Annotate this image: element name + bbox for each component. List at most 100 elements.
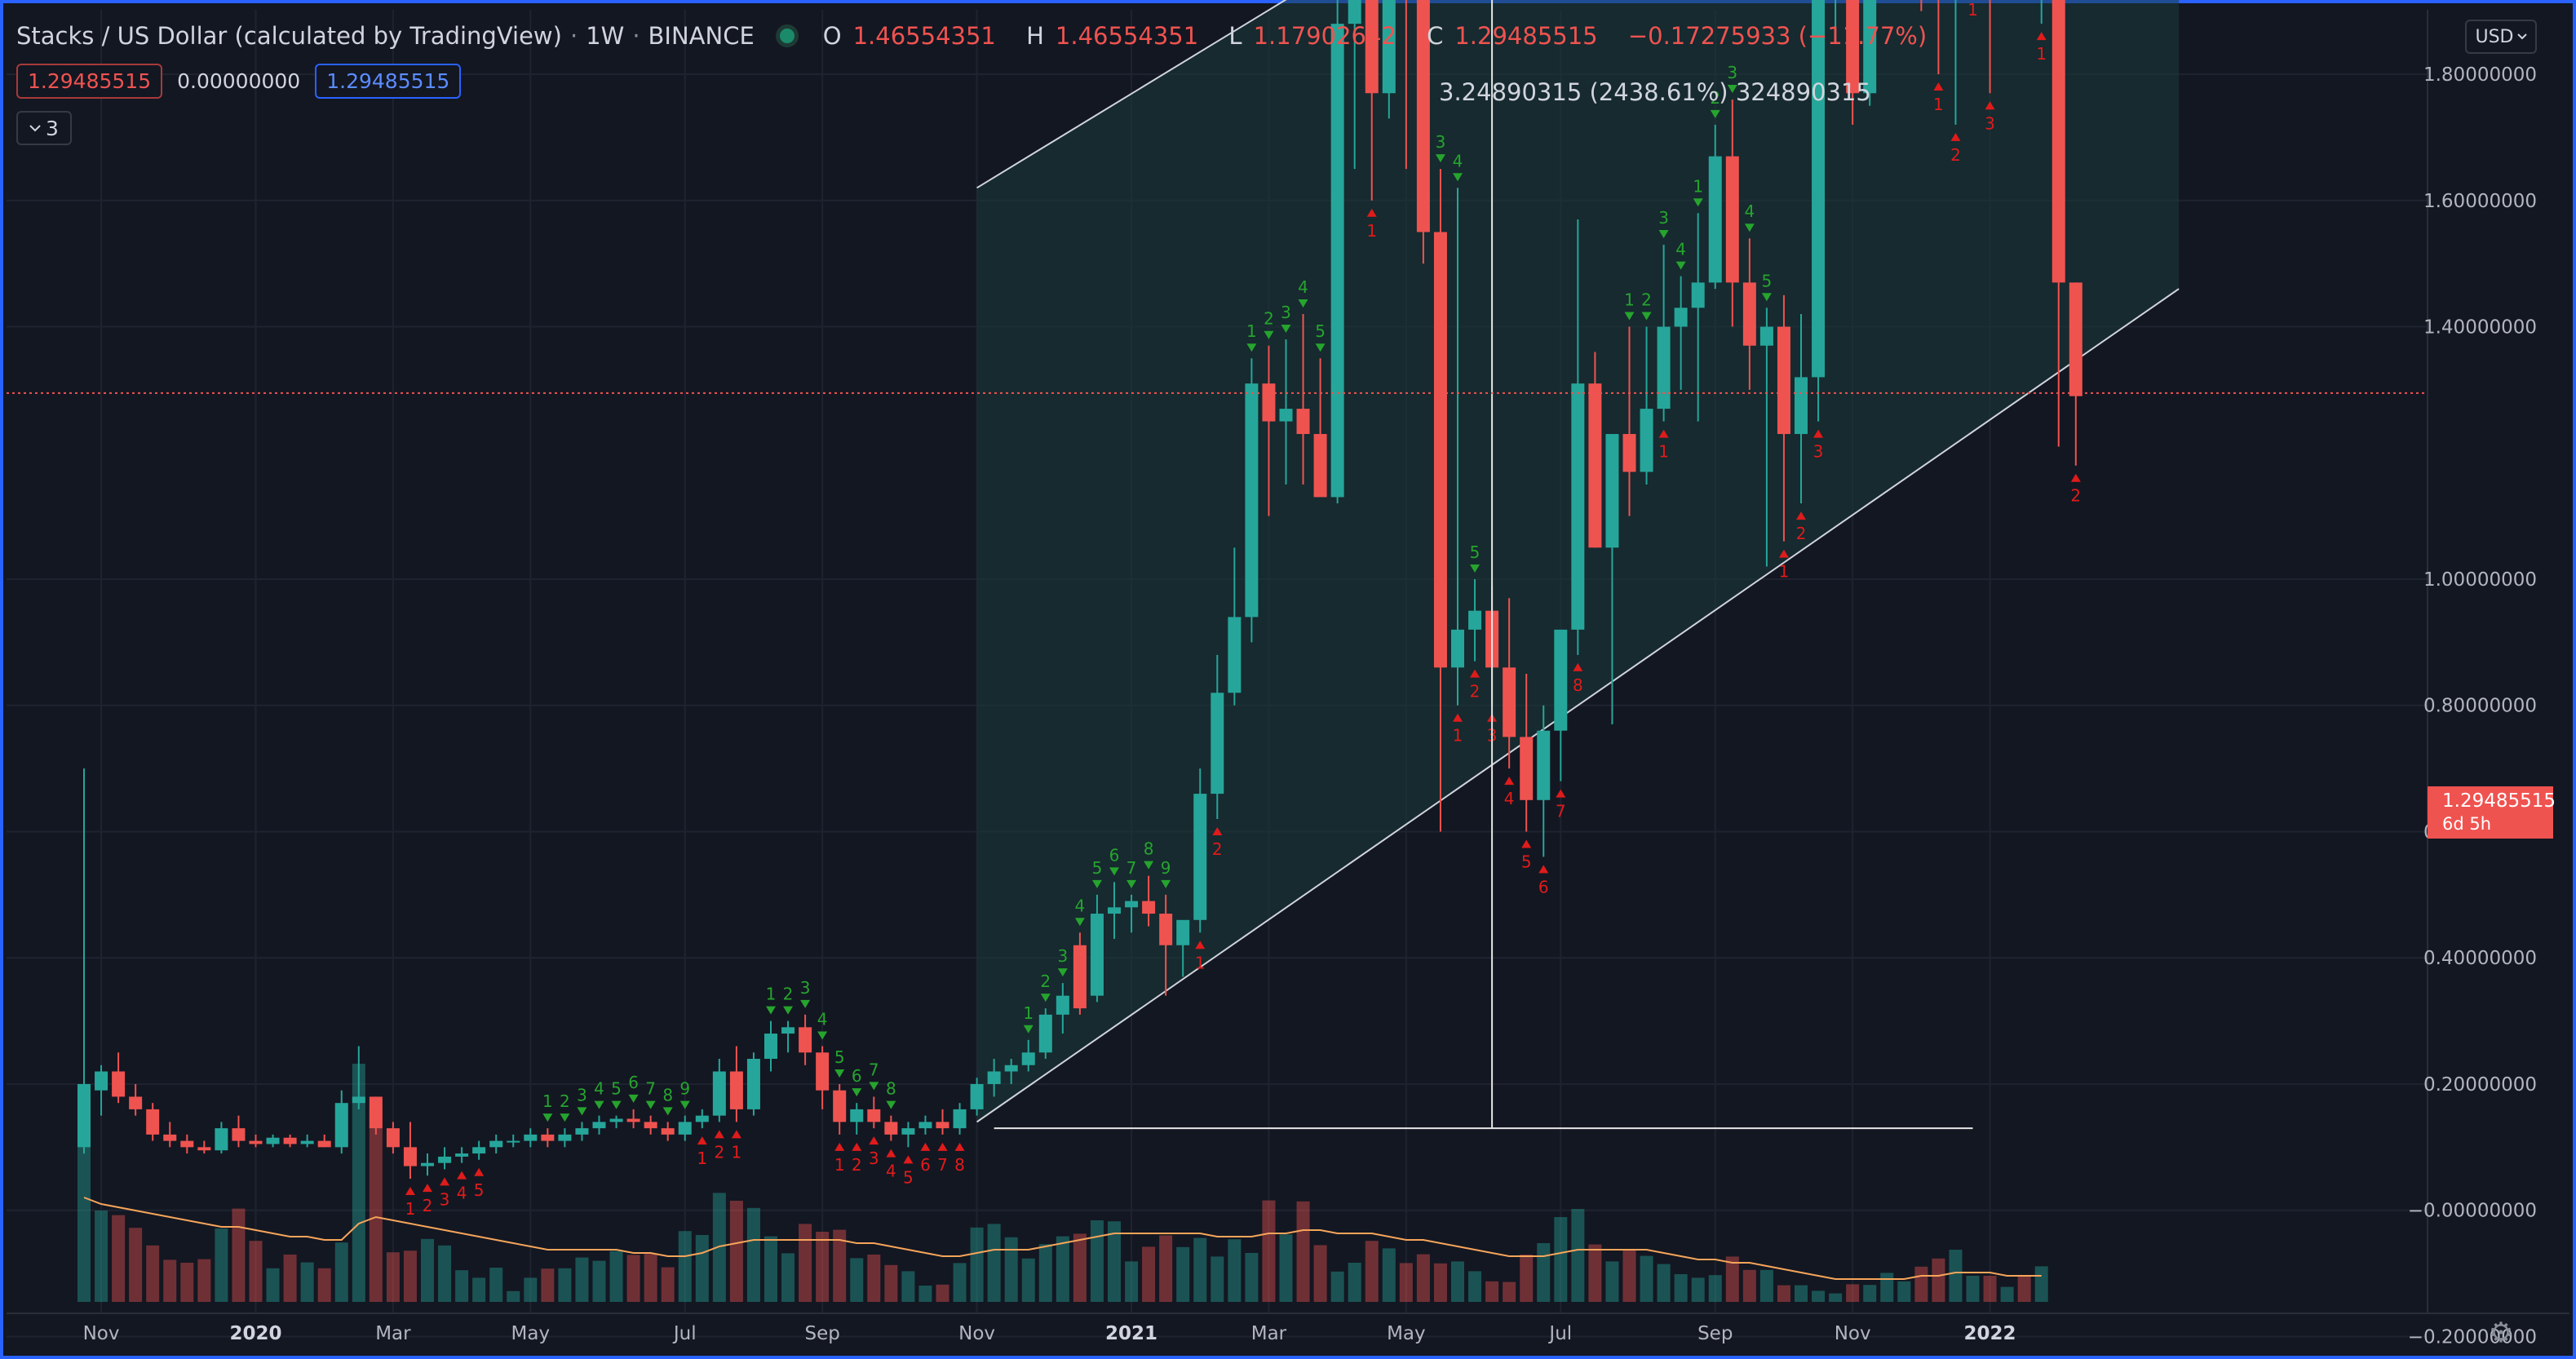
volume-bar xyxy=(1829,1293,1843,1302)
low-value: 1.17902642 xyxy=(1253,22,1396,50)
candle-body xyxy=(455,1153,469,1157)
open-value: 1.46554351 xyxy=(852,22,996,50)
measure-label: 3.24890315 (2438.61%) 324890315 xyxy=(1439,78,1871,106)
candle-body xyxy=(695,1115,709,1122)
candle-body xyxy=(1812,0,1826,378)
setup-down-marker xyxy=(903,1155,914,1164)
candle-body xyxy=(489,1140,503,1148)
setup-down-count: 1 xyxy=(1967,0,1978,20)
indicators-collapse-button[interactable]: 3 xyxy=(16,111,72,145)
candle-body xyxy=(953,1109,967,1129)
setup-down-marker xyxy=(1778,549,1789,558)
setup-down-count: 8 xyxy=(1573,675,1583,695)
setup-up-count: 1 xyxy=(1246,321,1257,341)
setup-up-count: 3 xyxy=(1436,132,1446,152)
candle-body xyxy=(300,1140,314,1144)
volume-bar xyxy=(850,1258,864,1302)
candle-body xyxy=(1503,667,1516,737)
time-tick-label: 2022 xyxy=(1964,1323,2016,1344)
time-tick-label: Mar xyxy=(1251,1323,1287,1344)
setup-down-count: 2 xyxy=(714,1142,724,1162)
volume-bar xyxy=(1537,1243,1551,1302)
volume-bar xyxy=(489,1268,503,1302)
setup-up-marker xyxy=(817,1031,828,1040)
volume-bar xyxy=(1554,1217,1568,1302)
volume-bar xyxy=(661,1267,675,1302)
candle-body xyxy=(1742,282,1756,346)
volume-bar xyxy=(1348,1263,1361,1302)
price-axis[interactable]: 3.600000003.400000003.200000003.00000000… xyxy=(2408,0,2537,1348)
setup-up-marker xyxy=(577,1107,587,1116)
setup-up-marker xyxy=(1074,918,1085,927)
interval-label[interactable]: 1W xyxy=(586,22,625,50)
volume-bar xyxy=(386,1252,400,1302)
setup-up-count: 1 xyxy=(1023,1003,1033,1023)
time-tick-label: Mar xyxy=(375,1323,411,1344)
chevron-down-icon xyxy=(2516,33,2527,40)
setup-up-count: 8 xyxy=(886,1079,896,1099)
volume-bar xyxy=(146,1245,160,1302)
setup-down-count: 2 xyxy=(1470,682,1481,702)
currency-menu-button[interactable]: USD xyxy=(2465,20,2537,54)
time-tick-label: Nov xyxy=(1835,1323,1871,1344)
setup-up-marker xyxy=(1435,154,1445,163)
candle-body xyxy=(438,1156,452,1163)
setup-down-marker xyxy=(1453,713,1463,722)
candle-body xyxy=(816,1052,830,1091)
setup-up-count: 1 xyxy=(1624,290,1635,310)
candle-body xyxy=(1657,326,1671,409)
setup-down-marker xyxy=(1933,82,1944,91)
td-sequential-markers: 1234567891234567812345678912345671234512… xyxy=(405,0,2082,1219)
setup-down-marker xyxy=(1556,789,1566,798)
volume-bar xyxy=(180,1263,194,1302)
gear-icon[interactable]: ⚙ xyxy=(2488,1317,2514,1349)
candle-body xyxy=(1021,1052,1035,1065)
volume-bar xyxy=(918,1286,932,1302)
candle-body xyxy=(1090,914,1104,996)
candle-body xyxy=(746,1059,760,1109)
time-tick-label: 2020 xyxy=(229,1323,281,1344)
price-range-measure[interactable] xyxy=(994,0,1973,1130)
change-value: −0.17275933 (−11.77%) xyxy=(1627,22,1928,50)
candle-body xyxy=(197,1147,211,1151)
setup-up-marker xyxy=(1144,861,1154,870)
setup-down-count: 4 xyxy=(457,1184,467,1203)
candle-body xyxy=(386,1128,400,1148)
price-tick-label: 1.60000000 xyxy=(2423,191,2537,212)
candle-body xyxy=(541,1134,555,1141)
ask-price-button[interactable]: 1.29485515 xyxy=(315,64,462,99)
setup-down-marker xyxy=(2070,473,2081,482)
candle-body xyxy=(369,1096,383,1129)
setup-up-count: 7 xyxy=(645,1079,656,1099)
symbol-title[interactable]: Stacks / US Dollar (calculated by Tradin… xyxy=(16,22,562,50)
candle-body xyxy=(1605,434,1619,548)
bid-price-button[interactable]: 1.29485515 xyxy=(16,64,163,99)
time-tick-label: Sep xyxy=(1697,1323,1733,1344)
setup-down-count: 5 xyxy=(1521,852,1532,871)
setup-down-count: 5 xyxy=(474,1180,485,1200)
candle-body xyxy=(1708,156,1722,283)
setup-up-marker xyxy=(1470,564,1481,573)
setup-up-count: 2 xyxy=(1264,309,1274,329)
setup-up-marker xyxy=(869,1082,879,1091)
market-status-icon[interactable] xyxy=(775,24,799,47)
setup-down-count: 8 xyxy=(954,1155,965,1175)
setup-up-marker xyxy=(886,1100,896,1109)
candlesticks xyxy=(77,0,2082,1180)
time-axis[interactable]: Nov 2020 Mar May Jul Sep Nov 2021 Mar May Jul Sep No… xyxy=(83,1323,2016,1344)
setup-down-marker xyxy=(474,1167,485,1176)
time-tick-label: Nov xyxy=(83,1323,120,1344)
volume-bar xyxy=(249,1241,263,1302)
candle-body xyxy=(987,1071,1001,1084)
candle-body xyxy=(575,1128,589,1135)
setup-down-marker xyxy=(1573,662,1583,671)
candle-body xyxy=(146,1109,160,1135)
setup-down-marker xyxy=(1195,941,1206,950)
time-tick-label: May xyxy=(1387,1323,1426,1344)
volume-bar xyxy=(1211,1256,1224,1302)
candle-body xyxy=(1382,0,1396,94)
volume-bar xyxy=(317,1268,331,1302)
setup-up-count: 6 xyxy=(852,1066,862,1086)
volume-bar xyxy=(455,1270,469,1302)
